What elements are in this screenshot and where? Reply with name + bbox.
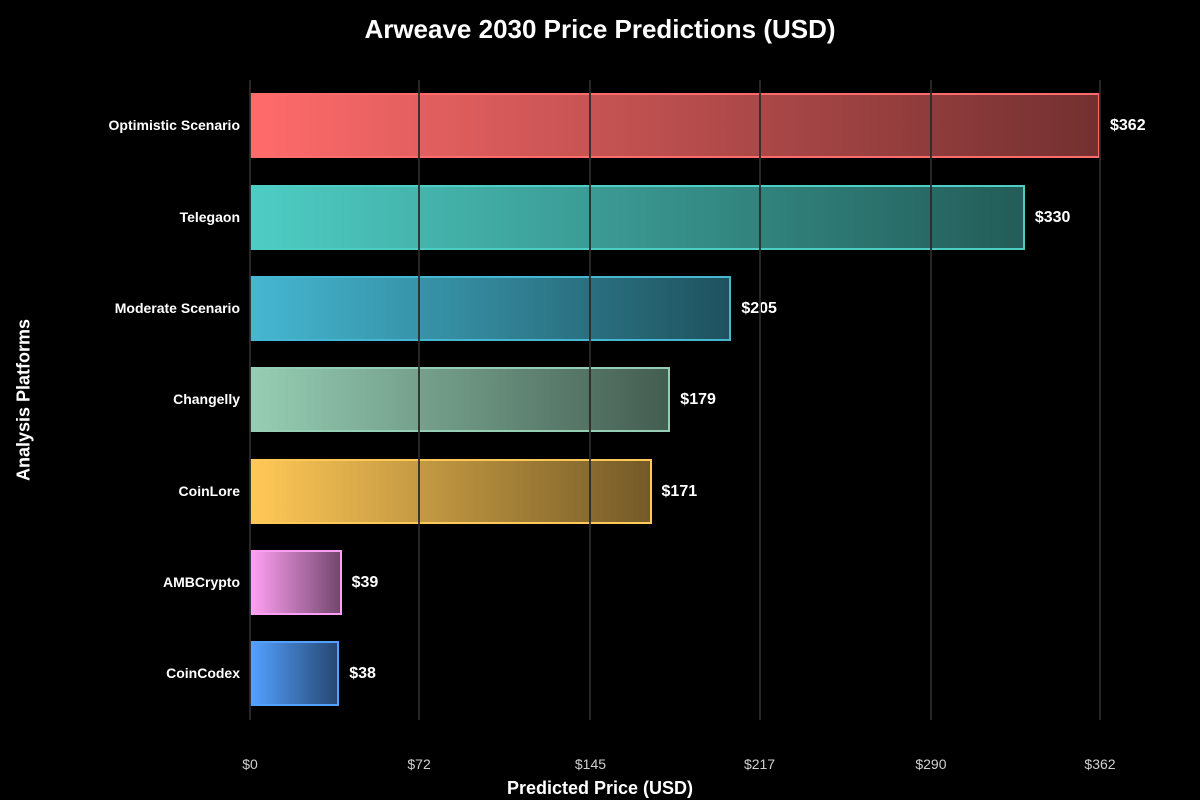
bar[interactable] bbox=[250, 641, 340, 706]
gridline bbox=[758, 80, 761, 720]
gridline bbox=[418, 80, 421, 720]
bar-row: $205 bbox=[250, 276, 1100, 341]
category-label: Telegaon bbox=[179, 209, 240, 225]
bar-value-label: $179 bbox=[680, 391, 716, 408]
bar-row: $179 bbox=[250, 367, 1100, 432]
chart-title: Arweave 2030 Price Predictions (USD) bbox=[364, 14, 836, 44]
bar-value-label: $362 bbox=[1110, 117, 1146, 134]
x-tick-label: $145 bbox=[574, 756, 607, 772]
bar[interactable] bbox=[250, 93, 1100, 158]
gridline bbox=[929, 80, 932, 720]
bar[interactable] bbox=[250, 185, 1025, 250]
x-tick-label: $217 bbox=[743, 756, 776, 772]
bar-row: $330 bbox=[250, 185, 1100, 250]
bar-value-label: $330 bbox=[1034, 209, 1071, 226]
x-tick-label: $362 bbox=[1084, 756, 1116, 772]
category-label: Changelly bbox=[173, 391, 240, 407]
bar-row: $39 bbox=[250, 550, 1100, 615]
bar[interactable] bbox=[250, 367, 671, 432]
x-tick-label: $290 bbox=[915, 756, 947, 772]
bar-value-label: $39 bbox=[351, 574, 379, 591]
gridline bbox=[1099, 80, 1101, 720]
bar[interactable] bbox=[250, 276, 732, 341]
bar[interactable] bbox=[250, 550, 342, 615]
category-label: Optimistic Scenario bbox=[108, 117, 240, 133]
bar-row: $362 bbox=[250, 93, 1146, 158]
bar-value-label: $38 bbox=[349, 665, 376, 682]
plot-area: $362 $330 $205 $179 $171 $39 $38 bbox=[249, 80, 1146, 720]
x-axis-label: Predicted Price (USD) bbox=[506, 778, 694, 798]
x-tick-label: $0 bbox=[242, 756, 258, 772]
bar-row: $171 bbox=[250, 459, 1100, 524]
category-label: Moderate Scenario bbox=[114, 300, 240, 316]
gridline bbox=[589, 80, 592, 720]
x-tick-label: $72 bbox=[407, 756, 431, 772]
category-label: CoinCodex bbox=[166, 665, 240, 681]
bar-value-label: $171 bbox=[661, 483, 698, 500]
bar-row: $38 bbox=[250, 641, 1100, 706]
category-label: CoinLore bbox=[178, 483, 240, 499]
gridline bbox=[249, 80, 251, 720]
category-label: AMBCrypto bbox=[163, 574, 240, 590]
